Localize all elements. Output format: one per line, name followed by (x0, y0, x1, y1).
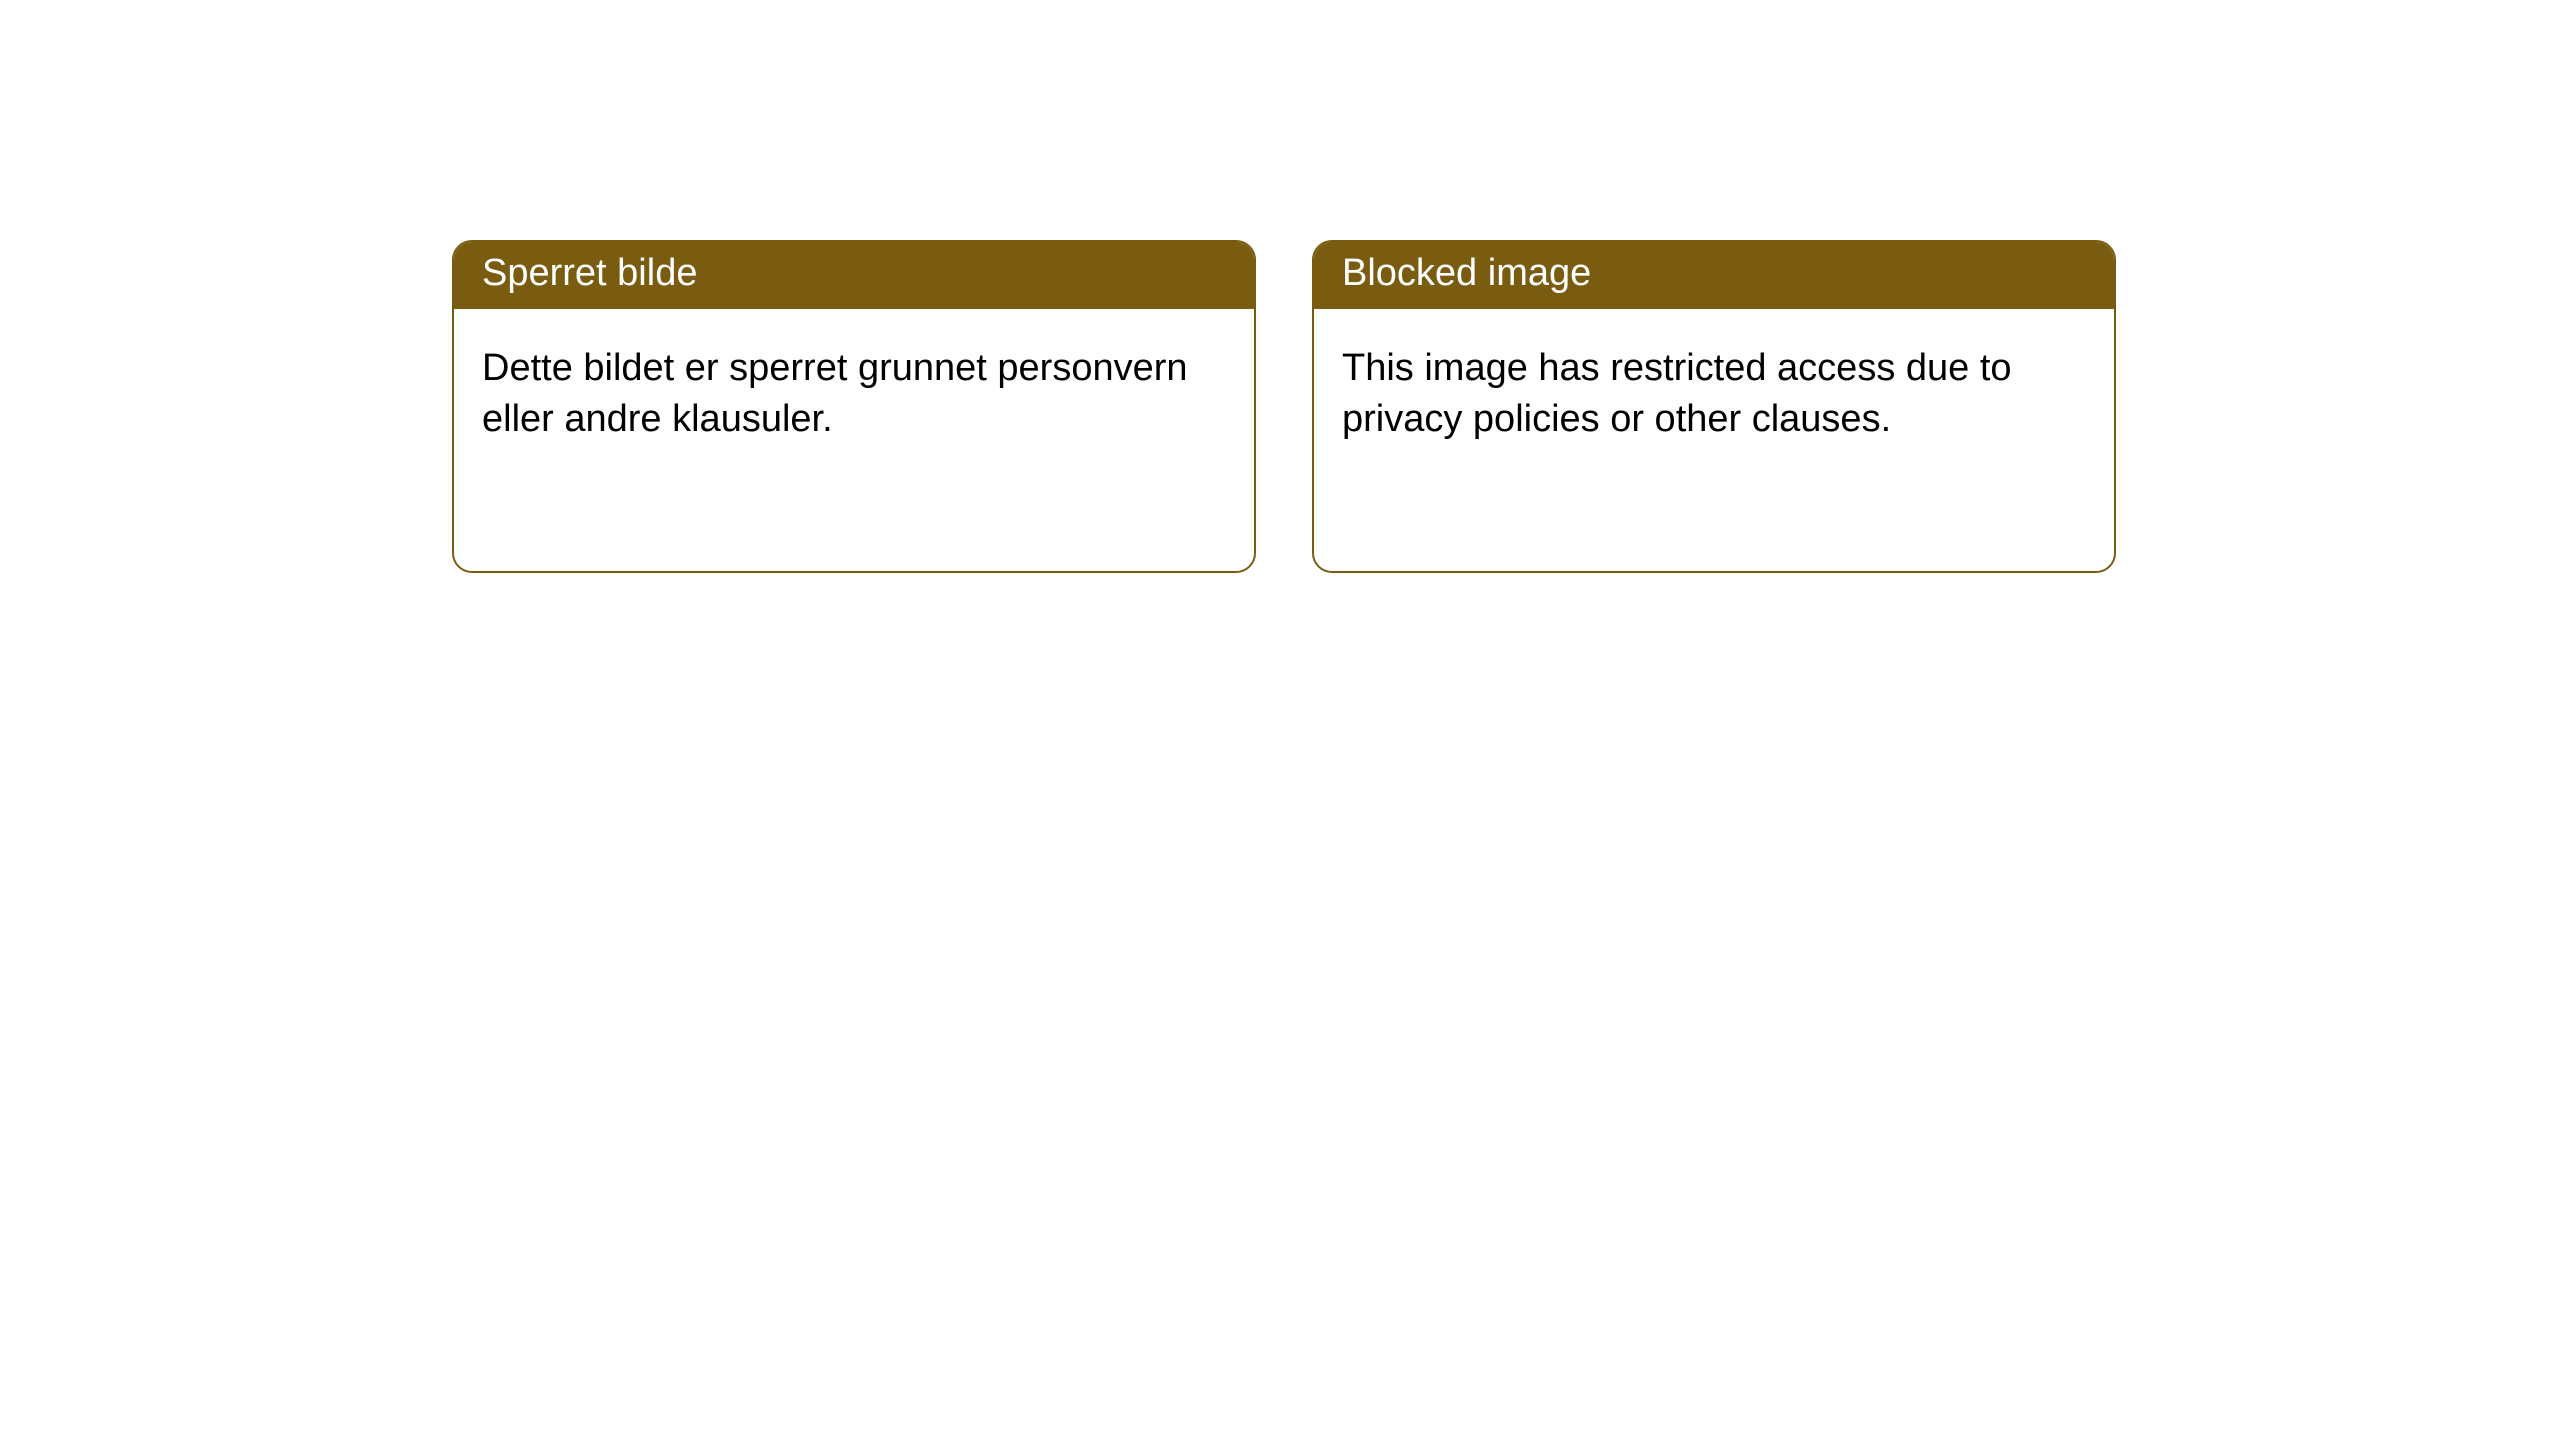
card-title-no: Sperret bilde (482, 252, 697, 294)
card-text-no: Dette bildet er sperret grunnet personve… (482, 347, 1188, 440)
card-body-en: This image has restricted access due to … (1314, 309, 2114, 480)
blocked-image-card-en: Blocked image This image has restricted … (1312, 240, 2116, 573)
card-body-no: Dette bildet er sperret grunnet personve… (454, 309, 1254, 480)
card-header-en: Blocked image (1314, 242, 2114, 309)
cards-container: Sperret bilde Dette bildet er sperret gr… (0, 0, 2560, 573)
card-title-en: Blocked image (1342, 252, 1591, 294)
blocked-image-card-no: Sperret bilde Dette bildet er sperret gr… (452, 240, 1256, 573)
card-text-en: This image has restricted access due to … (1342, 347, 2012, 440)
card-header-no: Sperret bilde (454, 242, 1254, 309)
